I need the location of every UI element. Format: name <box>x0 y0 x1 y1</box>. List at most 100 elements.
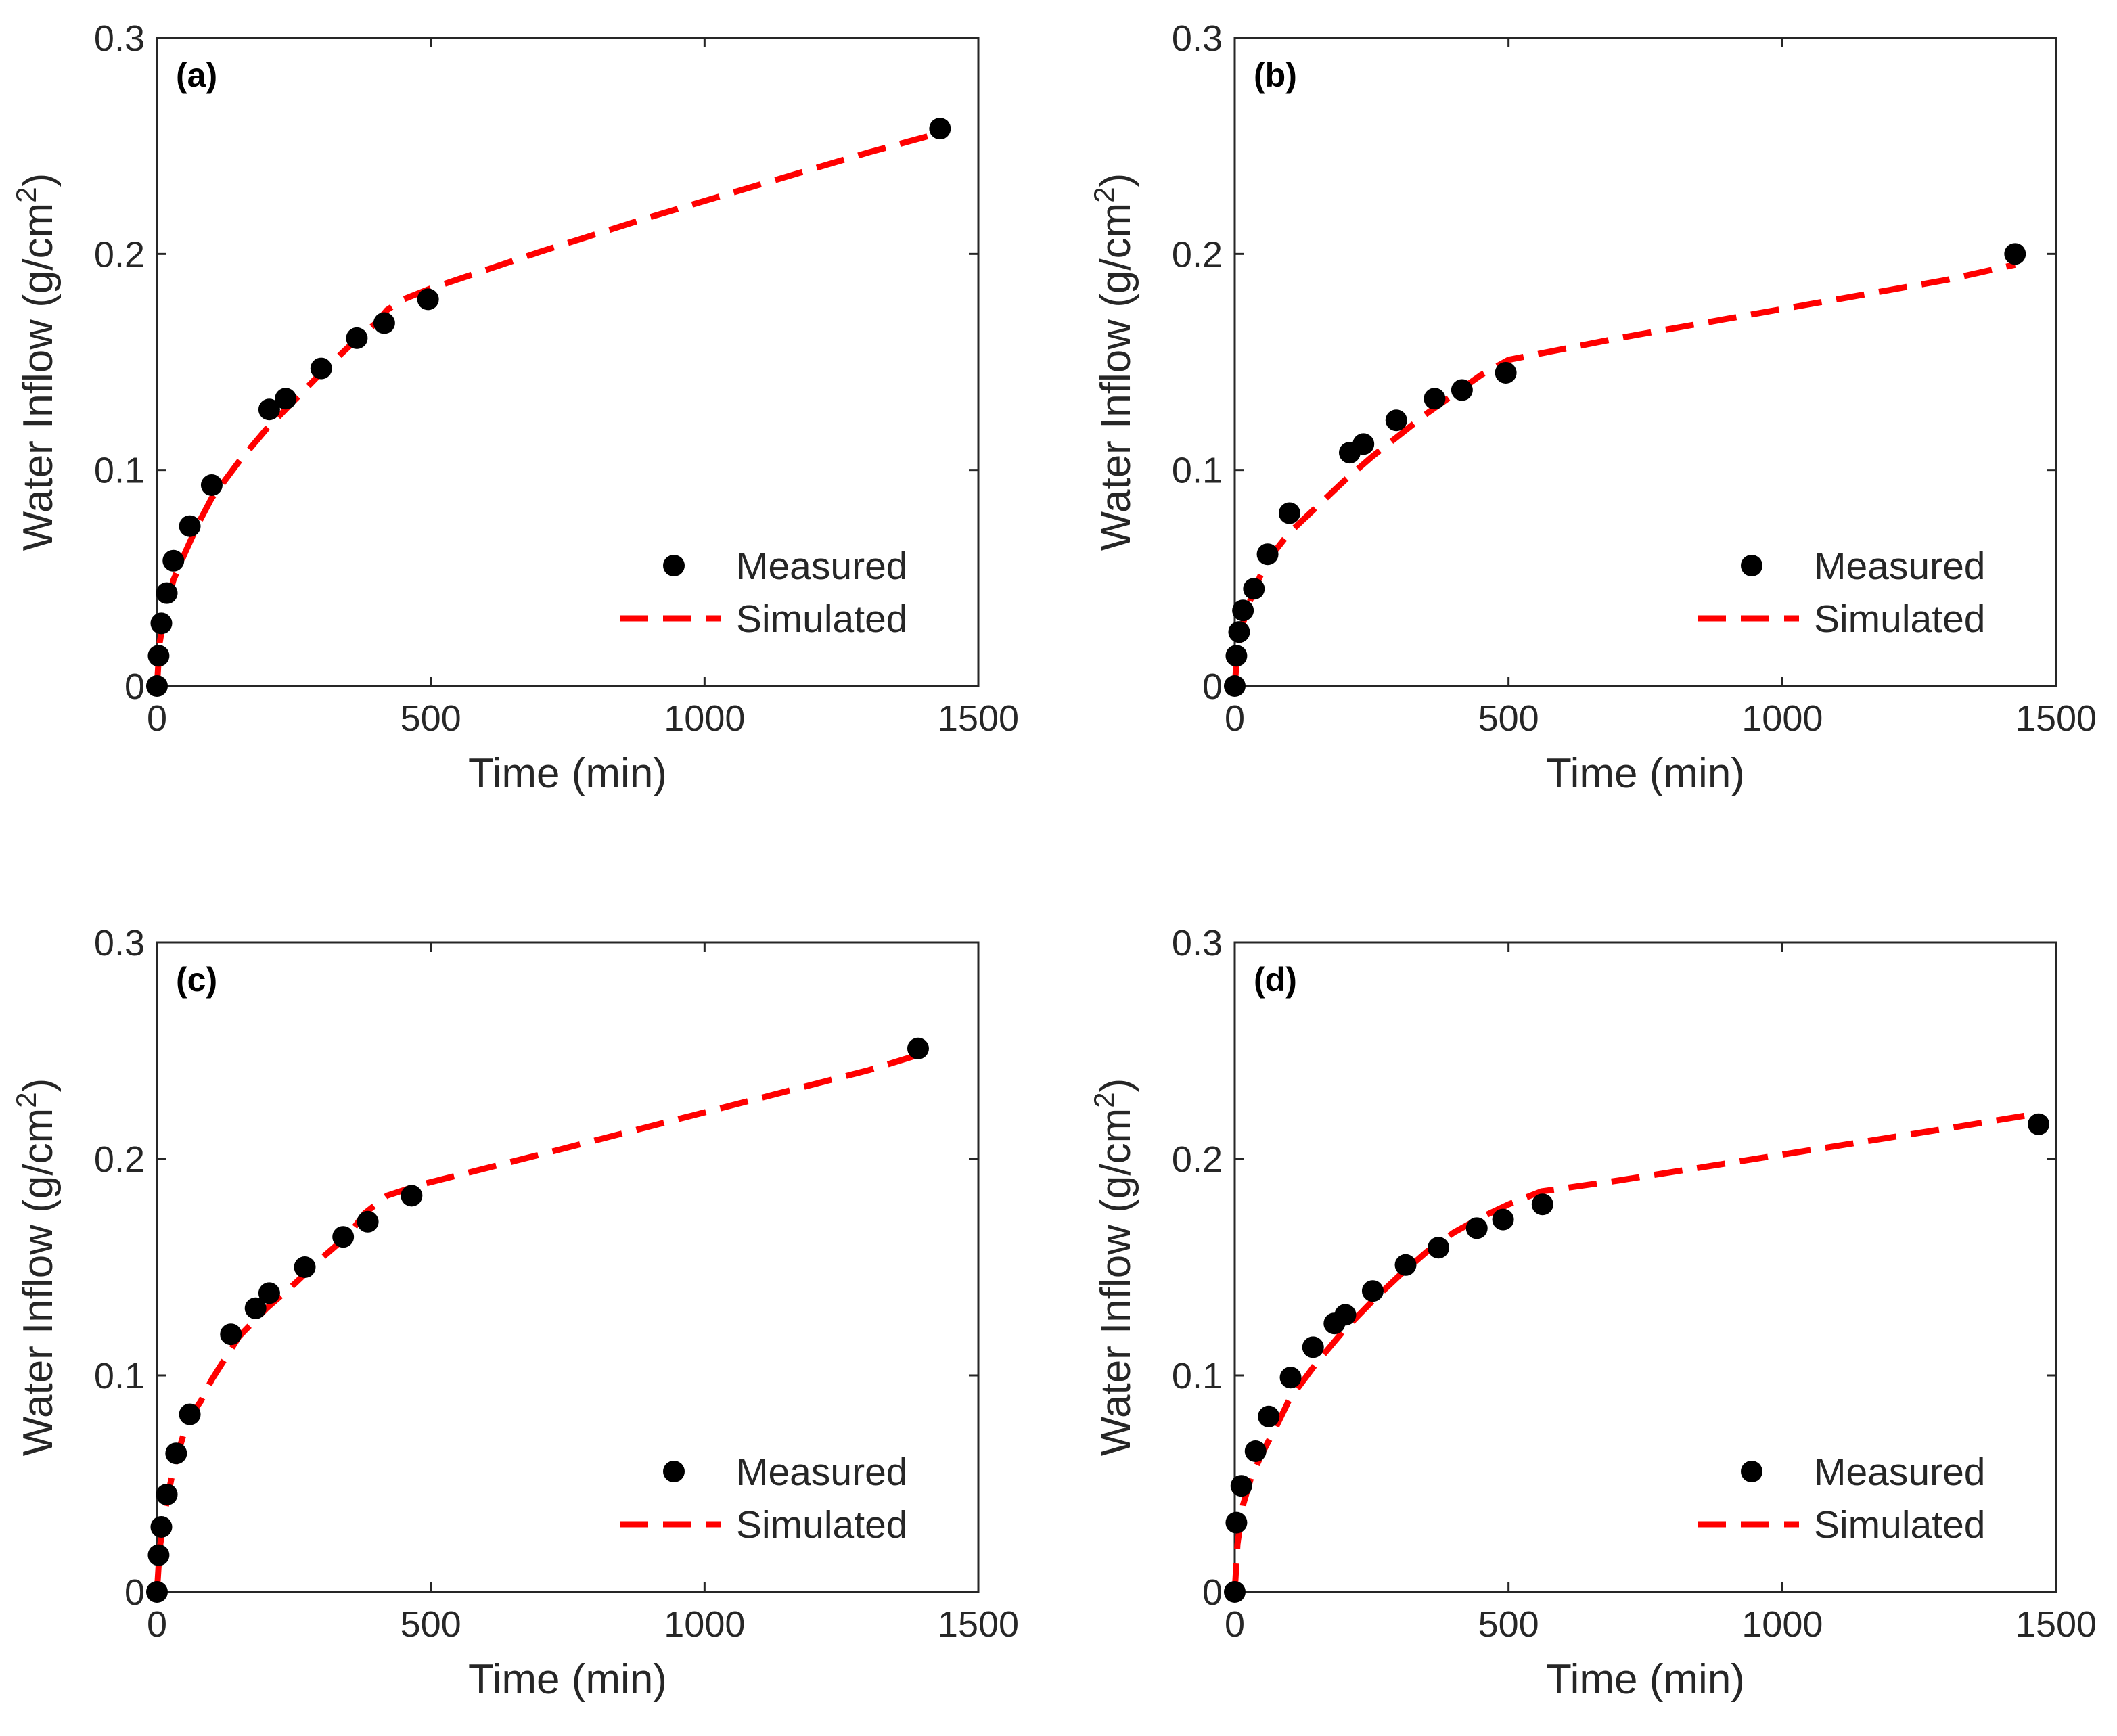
y-tick-label: 0.1 <box>94 451 145 491</box>
measured-point <box>1352 433 1375 455</box>
y-tick-label: 0 <box>1202 1572 1223 1613</box>
y-axis-label-sup: 2 <box>10 1092 42 1107</box>
measured-point <box>907 1037 929 1059</box>
legend-measured-marker <box>663 1461 685 1482</box>
y-axis-label-main: Water Inflow (g/cm <box>1093 1108 1139 1456</box>
y-axis-label-sup: 2 <box>1088 1092 1120 1107</box>
measured-point <box>1492 1208 1514 1231</box>
legend-measured-marker <box>1741 1461 1762 1482</box>
measured-point <box>1256 543 1279 566</box>
legend-simulated-label: Simulated <box>1814 597 1985 641</box>
measured-point <box>1243 578 1265 600</box>
x-tick-label: 1500 <box>2016 1604 2097 1645</box>
measured-point <box>357 1210 379 1233</box>
y-tick-label: 0.3 <box>94 18 145 59</box>
axes-box <box>1233 941 2057 1593</box>
measured-point <box>1334 1304 1357 1326</box>
chart-panel-b: 0 500 1000 1500 0 0.1 0.2 0.3 Time (min) Water In… <box>1088 18 2097 797</box>
measured-point <box>1361 1280 1384 1302</box>
x-tick-label: 0 <box>147 1604 167 1645</box>
y-tick-label: 0 <box>124 666 145 707</box>
x-tick-label: 0 <box>1225 1604 1245 1645</box>
x-tick-label: 500 <box>1478 1604 1539 1645</box>
y-axis-label: Water Inflow (g/cm2) <box>1088 1078 1139 1456</box>
measured-point <box>1385 409 1407 432</box>
measured-point <box>1465 1217 1488 1239</box>
x-tick-label: 500 <box>401 1604 461 1645</box>
measured-point <box>156 582 178 604</box>
y-tick-label: 0 <box>124 1572 145 1613</box>
x-axis-label: Time (min) <box>1546 750 1745 797</box>
measured-point <box>220 1323 242 1346</box>
measured-point <box>2028 1113 2050 1135</box>
x-tick-label: 1500 <box>938 698 1019 739</box>
x-tick-label: 1500 <box>938 1604 1019 1645</box>
panel-label: (c) <box>176 961 217 999</box>
y-axis-label-sup: 2 <box>1088 187 1120 202</box>
x-tick-label: 1000 <box>1742 1604 1823 1645</box>
measured-point <box>1428 1237 1450 1259</box>
measured-point <box>346 327 368 349</box>
x-axis-label: Time (min) <box>1546 1656 1745 1703</box>
measured-point <box>150 1516 173 1538</box>
measured-point <box>1230 1475 1252 1497</box>
measured-point <box>1228 621 1250 643</box>
measured-point <box>200 474 223 497</box>
legend-measured-marker <box>1741 555 1762 576</box>
axes-box <box>156 941 980 1593</box>
x-axis-label: Time (min) <box>468 1656 667 1703</box>
measured-point <box>1224 1581 1246 1603</box>
measured-point <box>1424 388 1446 410</box>
measured-point <box>150 612 173 635</box>
legend-simulated-label: Simulated <box>736 597 907 641</box>
x-tick-label: 500 <box>1478 698 1539 739</box>
y-tick-label: 0.2 <box>1172 234 1223 275</box>
measured-point <box>147 645 170 667</box>
legend-measured-label: Measured <box>736 1451 907 1494</box>
x-tick-label: 1000 <box>664 698 745 739</box>
x-axis-label: Time (min) <box>468 750 667 797</box>
measured-point <box>1531 1193 1553 1216</box>
measured-point <box>1224 675 1246 697</box>
y-tick-label: 0.3 <box>1172 923 1223 963</box>
axes-box <box>156 37 980 687</box>
y-axis-label: Water Inflow (g/cm2) <box>1088 173 1139 551</box>
x-tick-label: 1000 <box>1742 698 1823 739</box>
panel-label: (a) <box>176 56 217 94</box>
y-axis-label-end: ) <box>1093 1078 1139 1093</box>
axes-box <box>1233 37 2057 687</box>
x-tick-label: 0 <box>147 698 167 739</box>
legend-measured-label: Measured <box>1814 1451 1985 1494</box>
y-tick-label: 0.2 <box>94 234 145 275</box>
measured-point <box>1225 645 1248 667</box>
measured-point <box>162 549 185 572</box>
measured-point <box>1232 599 1254 622</box>
x-tick-label: 500 <box>401 698 461 739</box>
measured-point <box>275 388 297 410</box>
y-tick-label: 0.3 <box>94 923 145 963</box>
measured-point <box>310 357 332 380</box>
legend-measured-marker <box>663 555 685 576</box>
chart-panel-a: 0 500 1000 1500 0 0.1 0.2 0.3 Time (min) Water In… <box>10 18 1019 797</box>
measured-point <box>1495 361 1517 384</box>
panel-label: (b) <box>1254 56 1297 94</box>
measured-point <box>1278 502 1300 524</box>
simulated-line <box>1231 1110 2039 1593</box>
measured-point <box>1279 1367 1302 1389</box>
measured-point <box>401 1185 423 1207</box>
y-axis-label-main: Water Inflow (g/cm <box>15 1108 62 1456</box>
measured-point <box>146 675 168 697</box>
measured-point <box>294 1256 316 1278</box>
measured-point <box>1451 379 1473 401</box>
measured-point <box>2004 243 2026 265</box>
measured-point <box>1302 1336 1324 1358</box>
y-tick-label: 0.2 <box>1172 1139 1223 1180</box>
x-tick-label: 1000 <box>664 1604 745 1645</box>
measured-point <box>1244 1440 1267 1462</box>
chart-panel-c: 0 500 1000 1500 0 0.1 0.2 0.3 Time (min) Water In… <box>10 923 1019 1703</box>
measured-point <box>179 1403 201 1425</box>
measured-point <box>332 1226 355 1248</box>
y-tick-label: 0.1 <box>1172 451 1223 491</box>
measured-point <box>147 1544 170 1566</box>
